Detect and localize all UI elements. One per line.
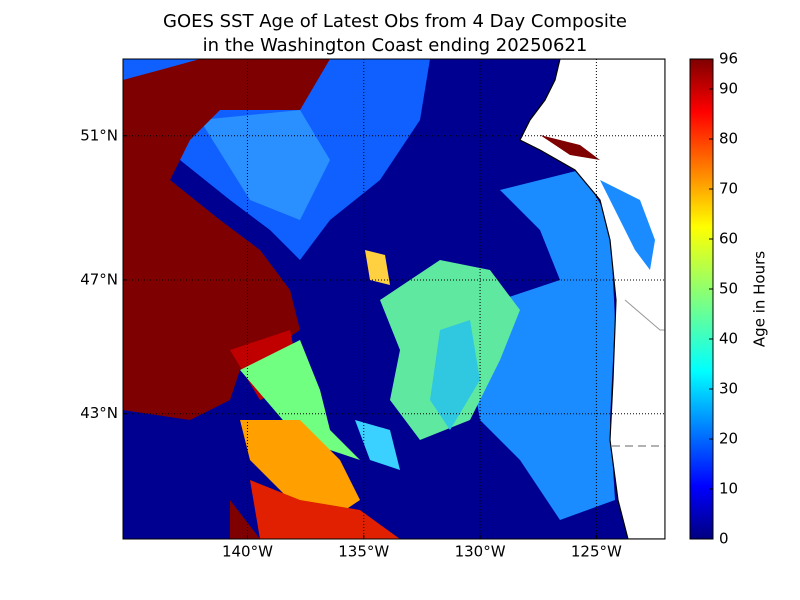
sst-age-raster bbox=[123, 59, 665, 539]
graticule bbox=[123, 59, 665, 539]
lon-tick-label: 130°W bbox=[455, 543, 506, 561]
colorbar-tick-label: 70 bbox=[719, 180, 738, 198]
colorbar-tick-label: 50 bbox=[719, 280, 738, 298]
title-line: in the Washington Coast ending 20250621 bbox=[203, 35, 588, 56]
colorbar-tick-label: 10 bbox=[719, 480, 738, 498]
colorbar-tick-label: 60 bbox=[719, 230, 738, 248]
lat-tick-label: 47°N bbox=[80, 270, 118, 288]
lon-tick-label: 135°W bbox=[338, 543, 389, 561]
colorbar-tick-label: 20 bbox=[719, 430, 738, 448]
colorbar-label: Age in Hours bbox=[751, 251, 769, 347]
lat-tick-label: 43°N bbox=[80, 404, 118, 422]
colorbar-tick-label: 0 bbox=[719, 530, 729, 548]
colorbar-tick-label: 40 bbox=[719, 330, 738, 348]
lat-tick-label: 51°N bbox=[80, 126, 118, 144]
map-frame bbox=[122, 58, 666, 540]
colorbar-tick-label: 96 bbox=[719, 50, 738, 68]
colorbar-tick-label: 80 bbox=[719, 130, 738, 148]
lon-tick-label: 125°W bbox=[571, 543, 622, 561]
colorbar bbox=[689, 58, 714, 540]
lon-tick-label: 140°W bbox=[222, 543, 273, 561]
title-line: GOES SST Age of Latest Obs from 4 Day Co… bbox=[163, 11, 627, 32]
colorbar-tick-label: 90 bbox=[719, 80, 738, 98]
colorbar-tick-label: 30 bbox=[719, 380, 738, 398]
